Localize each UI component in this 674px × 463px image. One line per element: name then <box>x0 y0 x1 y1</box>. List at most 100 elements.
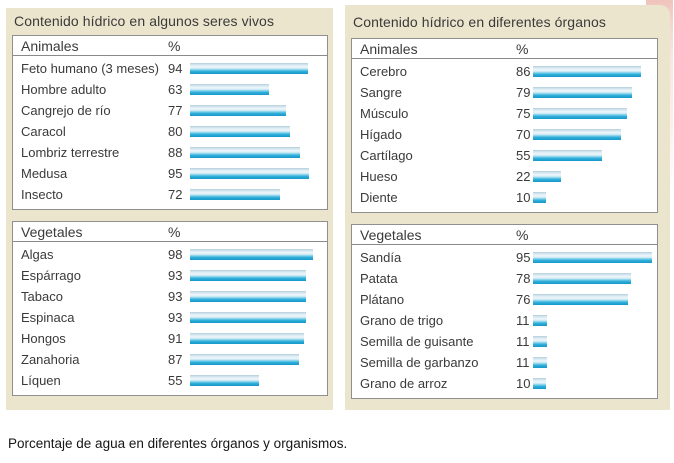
row-value: 75 <box>516 106 531 121</box>
row-label: Hombre adulto <box>21 82 107 97</box>
column-header-percent: % <box>516 226 529 243</box>
value-bar <box>533 252 652 263</box>
row-label: Semilla de guisante <box>360 334 474 349</box>
table-vegetales-right: Vegetales% Sandía 95 Patata 78 Plátano 76 Gran… <box>351 224 658 399</box>
row-value: 79 <box>516 85 531 100</box>
value-bar <box>190 168 309 179</box>
table-row: Cartílago 55 <box>360 145 657 166</box>
table-row: Músculo 75 <box>360 103 657 124</box>
column-header-category: Animales <box>360 40 418 57</box>
column-header-percent: % <box>516 40 529 57</box>
table-row: Zanahoria 87 <box>21 349 327 370</box>
row-value: 55 <box>168 373 183 388</box>
row-value: 10 <box>516 376 531 391</box>
table-animales-right: Animales% Cerebro 86 Sangre 79 Músculo 75 Híga… <box>351 38 658 213</box>
table-row: Lombriz terrestre 88 <box>21 142 327 163</box>
row-value: 95 <box>168 166 183 181</box>
table-row: Medusa 95 <box>21 163 327 184</box>
value-bar <box>190 333 304 344</box>
value-bar <box>190 63 308 74</box>
value-bar <box>533 87 632 98</box>
value-bar <box>190 126 290 137</box>
table-row: Plátano 76 <box>360 289 657 310</box>
table-row: Hueso 22 <box>360 166 657 187</box>
table-vegetales-left: Vegetales% Algas 98 Espárrago 93 Tabaco 93 Esp… <box>12 221 328 396</box>
row-label: Semilla de garbanzo <box>360 355 479 370</box>
table-row: Hombre adulto 63 <box>21 79 327 100</box>
value-bar <box>190 354 299 365</box>
table-row: Espinaca 93 <box>21 307 327 328</box>
value-bar <box>190 291 307 302</box>
value-bar <box>533 150 602 161</box>
table-row: Espárrago 93 <box>21 265 327 286</box>
row-value: 70 <box>516 127 531 142</box>
row-label: Cerebro <box>360 64 407 79</box>
table-animales-left: Animales% Feto humano (3 meses) 94 Hombre … <box>12 35 328 210</box>
row-label: Lombriz terrestre <box>21 145 120 160</box>
row-label: Sandía <box>360 250 402 265</box>
value-bar <box>190 84 269 95</box>
value-bar <box>190 312 307 323</box>
table-row: Hígado 70 <box>360 124 657 145</box>
table-header: Vegetales% <box>352 225 657 245</box>
row-label: Hueso <box>360 169 398 184</box>
panel-title: Contenido hídrico en diferentes órganos <box>353 14 606 30</box>
row-label: Cartílago <box>360 148 413 163</box>
value-bar <box>190 105 287 116</box>
row-value: 11 <box>516 334 530 349</box>
row-label: Insecto <box>21 187 63 202</box>
row-label: Espinaca <box>21 310 75 325</box>
value-bar <box>533 378 546 389</box>
table-row: Líquen 55 <box>21 370 327 391</box>
table-row: Cangrejo de río 77 <box>21 100 327 121</box>
table-row: Diente 10 <box>360 187 657 208</box>
row-label: Diente <box>360 190 398 205</box>
value-bar <box>533 273 631 284</box>
row-value: 98 <box>168 247 183 262</box>
row-value: 93 <box>168 310 183 325</box>
row-label: Feto humano (3 meses) <box>21 61 160 76</box>
row-value: 11 <box>516 313 530 328</box>
panel-seres-vivos: Contenido hídrico en algunos seres vivos… <box>6 8 333 410</box>
column-header-category: Animales <box>21 37 79 54</box>
column-header-percent: % <box>168 37 181 54</box>
value-bar <box>533 171 561 182</box>
panel-organos: Contenido hídrico en diferentes órganos … <box>345 5 670 410</box>
value-bar <box>533 129 621 140</box>
row-label: Grano de trigo <box>360 313 444 328</box>
figure-caption: Porcentaje de agua en diferentes órganos… <box>8 436 348 451</box>
table-header: Animales% <box>13 36 327 56</box>
row-value: 88 <box>168 145 183 160</box>
table-row: Algas 98 <box>21 244 327 265</box>
table-header: Vegetales% <box>13 222 327 242</box>
row-label: Caracol <box>21 124 66 139</box>
row-value: 91 <box>168 331 183 346</box>
table-row: Insecto 72 <box>21 184 327 205</box>
row-value: 93 <box>168 289 183 304</box>
row-label: Tabaco <box>21 289 63 304</box>
row-label: Sangre <box>360 85 402 100</box>
value-bar <box>190 270 307 281</box>
value-bar <box>533 336 547 347</box>
row-value: 76 <box>516 292 531 307</box>
value-bar <box>190 375 259 386</box>
table-row: Caracol 80 <box>21 121 327 142</box>
row-value: 10 <box>516 190 531 205</box>
table-row: Hongos 91 <box>21 328 327 349</box>
row-value: 77 <box>168 103 183 118</box>
table-row: Semilla de garbanzo 11 <box>360 352 657 373</box>
row-value: 86 <box>516 64 531 79</box>
value-bar <box>533 192 546 203</box>
row-value: 87 <box>168 352 183 367</box>
row-value: 95 <box>516 250 531 265</box>
row-value: 93 <box>168 268 183 283</box>
row-label: Cangrejo de río <box>21 103 111 118</box>
row-value: 78 <box>516 271 531 286</box>
row-label: Zanahoria <box>21 352 80 367</box>
panel-title: Contenido hídrico en algunos seres vivos <box>14 13 275 29</box>
table-row: Tabaco 93 <box>21 286 327 307</box>
row-label: Líquen <box>21 373 61 388</box>
row-label: Algas <box>21 247 54 262</box>
table-row: Feto humano (3 meses) 94 <box>21 58 327 79</box>
row-label: Patata <box>360 271 398 286</box>
